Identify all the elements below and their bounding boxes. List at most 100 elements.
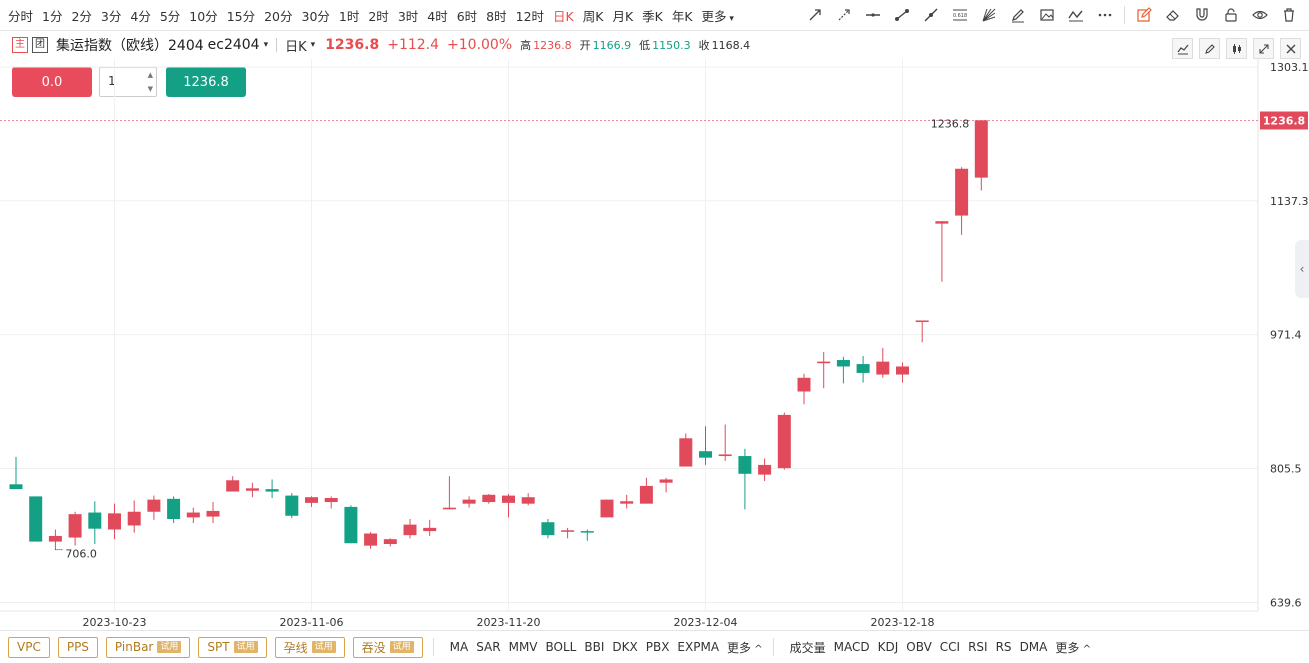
period-11[interactable]: 2时	[368, 8, 389, 24]
candle-body	[245, 488, 259, 491]
period-14[interactable]: 6时	[456, 8, 478, 24]
strategy-label: 孕线	[283, 640, 308, 655]
edit-icon[interactable]	[1134, 5, 1154, 25]
main_indicators-7[interactable]: EXPMA	[677, 640, 720, 654]
price-change: +112.4	[387, 37, 440, 53]
main_indicators-0[interactable]: MA	[449, 640, 469, 654]
strategy-label: VPC	[17, 640, 41, 654]
magnet-icon[interactable]	[1192, 5, 1212, 25]
lock-icon[interactable]	[1221, 5, 1241, 25]
eye-icon[interactable]	[1250, 5, 1270, 25]
sub_indicators-1[interactable]: MACD	[833, 640, 870, 654]
period-0[interactable]: 分时	[8, 8, 34, 24]
main_indicators-6[interactable]: PBX	[645, 640, 670, 654]
period-2[interactable]: 2分	[71, 8, 92, 24]
period-8[interactable]: 20分	[264, 8, 293, 24]
sub_indicators-2[interactable]: KDJ	[877, 640, 899, 654]
arrow-icon[interactable]	[805, 5, 825, 25]
pencil-icon[interactable]	[1199, 38, 1220, 59]
stepper-down-icon[interactable]: ▼	[147, 85, 153, 93]
segment-icon[interactable]	[892, 5, 912, 25]
sub_indicators-3[interactable]: OBV	[906, 640, 932, 654]
horizontal-line-icon[interactable]	[863, 5, 883, 25]
period-17[interactable]: 日K	[553, 8, 574, 24]
sub_indicators-5[interactable]: RSI	[968, 640, 988, 654]
top-toolbar: 分时 1分 2分 3分 4分 5分 10分 15分 20分 30分 1时 2时 3时 4时 6时 8时 12时日…	[0, 0, 1309, 31]
x-tick-label: 2023-12-18	[871, 616, 935, 629]
strategy-1[interactable]: PPS	[57, 636, 98, 658]
period-dropdown[interactable]: 日K	[285, 39, 307, 55]
chevron-down-icon[interactable]: ▾	[263, 40, 269, 50]
trend-line-icon[interactable]	[921, 5, 941, 25]
fibonacci-icon[interactable]: 0.618	[950, 5, 970, 25]
main_indicators-2[interactable]: MMV	[508, 640, 538, 654]
high-value: 1236.8	[533, 38, 572, 52]
gann-fan-icon[interactable]	[979, 5, 999, 25]
chevron-down-icon[interactable]: ▾	[310, 40, 316, 50]
candle-body	[915, 320, 929, 322]
eraser-icon[interactable]	[1163, 5, 1183, 25]
period-15[interactable]: 8时	[486, 8, 507, 24]
main_indicators-3[interactable]: BOLL	[545, 640, 577, 654]
low-value: 1150.3	[652, 38, 691, 52]
indicator-toggle-icon[interactable]	[1172, 38, 1193, 59]
brush-icon[interactable]	[1008, 5, 1028, 25]
quantity-stepper[interactable]: 1 ▲ ▼	[99, 67, 157, 97]
sub_indicators-4[interactable]: CCI	[939, 640, 961, 654]
stepper-up-icon[interactable]: ▲	[147, 71, 153, 79]
sell-button[interactable]: 0.0	[12, 67, 92, 97]
period-4[interactable]: 4分	[130, 8, 151, 24]
strategy-4[interactable]: 孕线 试用	[274, 636, 345, 658]
group-tag: 团	[32, 37, 48, 53]
period-6[interactable]: 10分	[189, 8, 218, 24]
period-18[interactable]: 周K	[582, 8, 604, 24]
more-dots-icon[interactable]	[1095, 5, 1115, 25]
period-3[interactable]: 3分	[100, 8, 122, 24]
quantity-value[interactable]: 1	[108, 74, 116, 88]
strategy-3[interactable]: SPT 试用	[198, 636, 267, 658]
period-7[interactable]: 15分	[226, 8, 256, 24]
candle-body	[974, 120, 988, 178]
strategy-0[interactable]: VPC	[8, 636, 50, 658]
chevron-left-icon[interactable]: ‹	[1299, 262, 1305, 276]
candle-style-icon[interactable]	[1226, 38, 1247, 59]
period-22[interactable]: 更多	[702, 6, 734, 25]
y-tick-label: 1137.3	[1270, 195, 1309, 208]
candle-body	[265, 489, 279, 492]
sub_indicators-6[interactable]: RS	[995, 640, 1012, 654]
close-icon[interactable]	[1280, 38, 1301, 59]
main_indicators-5[interactable]: DKX	[612, 640, 638, 654]
ray-icon[interactable]	[834, 5, 854, 25]
sub_indicators-8[interactable]: 更多	[1055, 639, 1091, 656]
fullscreen-icon[interactable]	[1253, 38, 1274, 59]
side-panel-toggle[interactable]: ‹	[1295, 240, 1309, 298]
period-13[interactable]: 4时	[427, 8, 448, 24]
main_indicators-8[interactable]: 更多	[727, 639, 763, 656]
y-tick-label: 1303.1	[1270, 61, 1309, 74]
candle-body	[206, 510, 220, 517]
period-19[interactable]: 月K	[612, 8, 634, 24]
period-12[interactable]: 3时	[397, 8, 419, 24]
zigzag-icon[interactable]	[1066, 5, 1086, 25]
trash-icon[interactable]	[1279, 5, 1299, 25]
candlestick-chart[interactable]: 639.6 805.5 971.4 1137.3 1303.1 2023-10-23 202…	[0, 59, 1309, 630]
main_indicators-1[interactable]: SAR	[476, 640, 501, 654]
instrument-name[interactable]: 集运指数（欧线）2404	[56, 38, 204, 54]
period-20[interactable]: 季K	[642, 8, 663, 24]
period-21[interactable]: 年K	[671, 8, 693, 24]
buy-button[interactable]: 1236.8	[166, 67, 246, 97]
strategy-5[interactable]: 吞没 试用	[352, 636, 423, 658]
period-16[interactable]: 12时	[515, 8, 545, 24]
period-selector: 分时 1分 2分 3分 4分 5分 10分 15分 20分 30分 1时 2时 3时 4时 6时 8时 12时日…	[8, 0, 743, 30]
strategy-2[interactable]: PinBar 试用	[105, 636, 191, 658]
instrument-code[interactable]: ec2404	[207, 37, 260, 53]
sub_indicators-0[interactable]: 成交量	[789, 640, 826, 655]
image-icon[interactable]	[1037, 5, 1057, 25]
sub_indicators-7[interactable]: DMA	[1019, 640, 1048, 654]
period-1[interactable]: 1分	[42, 8, 63, 24]
period-10[interactable]: 1时	[338, 8, 360, 24]
period-5[interactable]: 5分	[159, 8, 181, 24]
period-9[interactable]: 30分	[301, 8, 330, 24]
main_indicators-4[interactable]: BBI	[584, 640, 605, 654]
candle-body	[699, 451, 712, 458]
